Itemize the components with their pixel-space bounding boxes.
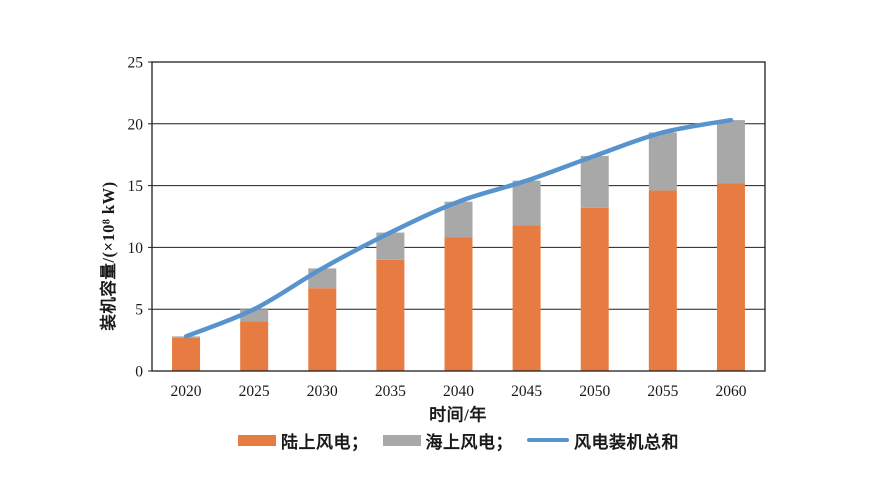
legend-label-onshore: 陆上风电；	[281, 432, 369, 452]
y-tick-label-0: 0	[135, 364, 143, 381]
bar-offshore-2030	[308, 268, 337, 289]
x-tick-label-2050: 2050	[579, 383, 610, 400]
y-tick-label-20: 20	[128, 116, 144, 133]
x-tick-label-2025: 2025	[239, 383, 270, 400]
legend-item-onshore: 陆上风电；	[238, 428, 369, 453]
bar-offshore-2045	[512, 180, 541, 226]
bar-offshore-2050	[580, 155, 609, 208]
total-capacity-line	[183, 117, 734, 339]
legend-label-total: 风电装机总和	[574, 432, 679, 452]
legend-swatch-offshore	[382, 434, 421, 446]
legend-swatch-total-line	[527, 438, 569, 442]
x-tick-label-2055: 2055	[647, 383, 678, 400]
x-tick-label-2060: 2060	[715, 383, 746, 400]
y-tick-label-10: 10	[128, 240, 144, 257]
x-tick-label-2030: 2030	[307, 383, 338, 400]
bar-onshore-2040	[444, 237, 473, 371]
bar-offshore-2055	[648, 132, 677, 191]
bar-onshore-2030	[308, 288, 337, 371]
bar-onshore-2045	[512, 225, 541, 371]
bar-offshore-2060	[716, 120, 745, 184]
y-tick-label-25: 25	[128, 55, 144, 72]
plot-border	[151, 61, 766, 372]
legend-label-offshore: 海上风电；	[425, 432, 513, 452]
bar-onshore-2025	[240, 321, 269, 371]
chart-legend: 陆上风电； 海上风电； 风电装机总和	[152, 428, 765, 453]
bar-onshore-2060	[716, 183, 745, 371]
x-tick-label-2035: 2035	[375, 383, 406, 400]
bar-onshore-2050	[580, 207, 609, 371]
y-tick-label-15: 15	[128, 178, 144, 195]
x-tick-label-2020: 2020	[171, 383, 202, 400]
bar-onshore-2035	[376, 259, 405, 371]
x-tick-label-2045: 2045	[511, 383, 542, 400]
x-axis-title: 时间/年	[429, 405, 487, 425]
legend-item-offshore: 海上风电；	[382, 428, 514, 453]
bar-onshore-2020	[172, 337, 201, 371]
y-tick-label-5: 5	[135, 302, 143, 319]
bar-onshore-2055	[648, 190, 677, 371]
y-axis-title: 装机容量/(×10⁸ kW)	[99, 181, 118, 331]
x-tick-label-2040: 2040	[443, 383, 474, 400]
legend-item-total: 风电装机总和	[527, 428, 679, 453]
legend-swatch-onshore	[238, 434, 276, 446]
